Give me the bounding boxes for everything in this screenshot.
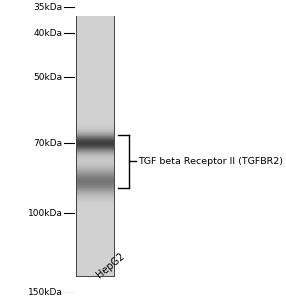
Text: 50kDa: 50kDa bbox=[33, 73, 63, 82]
Text: TGF beta Receptor II (TGFBR2): TGF beta Receptor II (TGFBR2) bbox=[138, 157, 283, 166]
Text: 70kDa: 70kDa bbox=[33, 139, 63, 148]
Text: 150kDa: 150kDa bbox=[28, 288, 63, 297]
Text: 35kDa: 35kDa bbox=[33, 3, 63, 12]
Text: 100kDa: 100kDa bbox=[28, 209, 63, 218]
Text: HepG2: HepG2 bbox=[95, 251, 127, 280]
Text: 40kDa: 40kDa bbox=[34, 29, 63, 38]
